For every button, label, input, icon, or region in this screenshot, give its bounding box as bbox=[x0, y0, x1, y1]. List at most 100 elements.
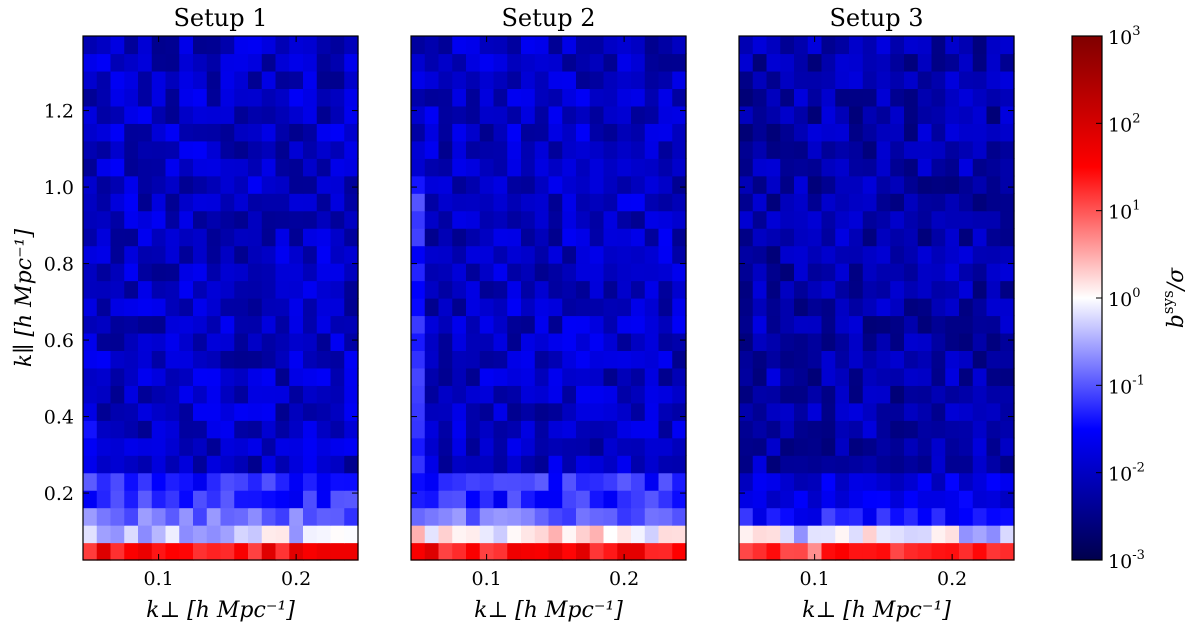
heatmap-cell bbox=[849, 140, 864, 159]
heatmap-cell bbox=[849, 385, 864, 404]
heatmap-cell bbox=[617, 105, 632, 124]
heatmap-cell bbox=[534, 490, 550, 509]
heatmap-cell bbox=[165, 123, 180, 142]
heatmap-cell bbox=[959, 367, 974, 386]
heatmap-cell bbox=[275, 525, 290, 544]
heatmap-cell bbox=[151, 228, 167, 247]
heatmap-cell bbox=[411, 158, 426, 177]
heatmap-cell bbox=[220, 280, 235, 299]
heatmap-cell bbox=[411, 53, 426, 72]
heatmap-cell bbox=[986, 175, 1001, 194]
heatmap-cell bbox=[138, 280, 153, 299]
heatmap-cell bbox=[876, 140, 891, 159]
heatmap-cell bbox=[151, 455, 167, 474]
heatmap-cell bbox=[151, 350, 167, 369]
heatmap-cell bbox=[931, 367, 946, 386]
heatmap-cell bbox=[780, 193, 795, 212]
heatmap-cell bbox=[138, 88, 153, 107]
heatmap-cell bbox=[959, 88, 974, 107]
heatmap-cell bbox=[275, 105, 290, 124]
heatmap-cell bbox=[904, 210, 919, 229]
heatmap-cell bbox=[794, 332, 809, 351]
heatmap-cell bbox=[766, 228, 781, 247]
heatmap-cell bbox=[438, 88, 453, 107]
heatmap-cell bbox=[780, 53, 795, 72]
heatmap-cell bbox=[96, 88, 112, 107]
heatmap-cell bbox=[438, 105, 453, 124]
heatmap-cell bbox=[248, 123, 263, 142]
heatmap-cell bbox=[794, 210, 809, 229]
x-axis-label: k⊥ [h Mpc⁻¹] bbox=[474, 598, 623, 623]
heatmap-cell bbox=[672, 228, 687, 247]
heatmap-cell bbox=[986, 140, 1001, 159]
heatmap-cell bbox=[96, 525, 112, 544]
heatmap-cell bbox=[959, 210, 974, 229]
heatmap-cell bbox=[206, 228, 222, 247]
heatmap-cell bbox=[603, 455, 618, 474]
heatmap-cell bbox=[466, 298, 481, 317]
heatmap-cell bbox=[248, 105, 263, 124]
heatmap-cell bbox=[479, 402, 495, 421]
heatmap-cell bbox=[165, 472, 180, 491]
heatmap-cell bbox=[411, 140, 426, 159]
heatmap-cell bbox=[1000, 123, 1015, 142]
panel-title: Setup 3 bbox=[829, 4, 923, 32]
heatmap-cell bbox=[534, 210, 550, 229]
heatmap-cell bbox=[507, 332, 522, 351]
heatmap-cell bbox=[289, 228, 304, 247]
heatmap-cell bbox=[603, 228, 618, 247]
heatmap-cell bbox=[617, 455, 632, 474]
heatmap-cell bbox=[424, 193, 440, 212]
heatmap-cell bbox=[452, 245, 467, 264]
heatmap-cell bbox=[275, 210, 290, 229]
heatmap-cell bbox=[945, 280, 960, 299]
heatmap-cell bbox=[794, 472, 809, 491]
heatmap-cell bbox=[1000, 385, 1015, 404]
heatmap-cell bbox=[945, 123, 960, 142]
heatmap-cell bbox=[672, 350, 687, 369]
heatmap-cell bbox=[138, 36, 153, 55]
heatmap-cell bbox=[917, 175, 933, 194]
heatmap-cell bbox=[303, 175, 318, 194]
heatmap-cell bbox=[617, 210, 632, 229]
heatmap-cell bbox=[193, 175, 208, 194]
heatmap-cell bbox=[303, 70, 318, 89]
heatmap-cell bbox=[110, 53, 125, 72]
heatmap-cell bbox=[959, 525, 974, 544]
heatmap-cell bbox=[289, 263, 304, 282]
heatmap-cell bbox=[261, 350, 277, 369]
heatmap-cell bbox=[438, 420, 453, 439]
heatmap-cell bbox=[138, 158, 153, 177]
heatmap-cell bbox=[562, 193, 577, 212]
heatmap-cell bbox=[904, 367, 919, 386]
heatmap-cell bbox=[972, 36, 988, 55]
heatmap-cell bbox=[739, 280, 754, 299]
heatmap-cell bbox=[220, 245, 235, 264]
y-tick-label: 0.4 bbox=[44, 407, 74, 429]
heatmap-cell bbox=[945, 507, 960, 526]
heatmap-cell bbox=[780, 105, 795, 124]
heatmap-cell bbox=[986, 228, 1001, 247]
heatmap-cell bbox=[411, 315, 426, 334]
heatmap-cell bbox=[124, 315, 139, 334]
heatmap-cell bbox=[835, 332, 850, 351]
heatmap-cell bbox=[562, 507, 577, 526]
heatmap-cell bbox=[631, 525, 646, 544]
heatmap-cell bbox=[234, 315, 249, 334]
heatmap-cell bbox=[138, 350, 153, 369]
heatmap-cell bbox=[658, 315, 673, 334]
heatmap-cell bbox=[739, 88, 754, 107]
heatmap-cell bbox=[959, 105, 974, 124]
heatmap-cell bbox=[234, 525, 249, 544]
x-tick-label: 0.2 bbox=[609, 568, 639, 590]
heatmap-cell bbox=[507, 245, 522, 264]
heatmap-cell bbox=[766, 542, 781, 561]
heatmap-cell bbox=[986, 88, 1001, 107]
heatmap-cell bbox=[780, 455, 795, 474]
heatmap-cell bbox=[931, 53, 946, 72]
heatmap-cell bbox=[972, 123, 988, 142]
heatmap-cell bbox=[193, 507, 208, 526]
heatmap-cell bbox=[316, 455, 332, 474]
heatmap-cell bbox=[206, 542, 222, 561]
heatmap-cell bbox=[931, 298, 946, 317]
